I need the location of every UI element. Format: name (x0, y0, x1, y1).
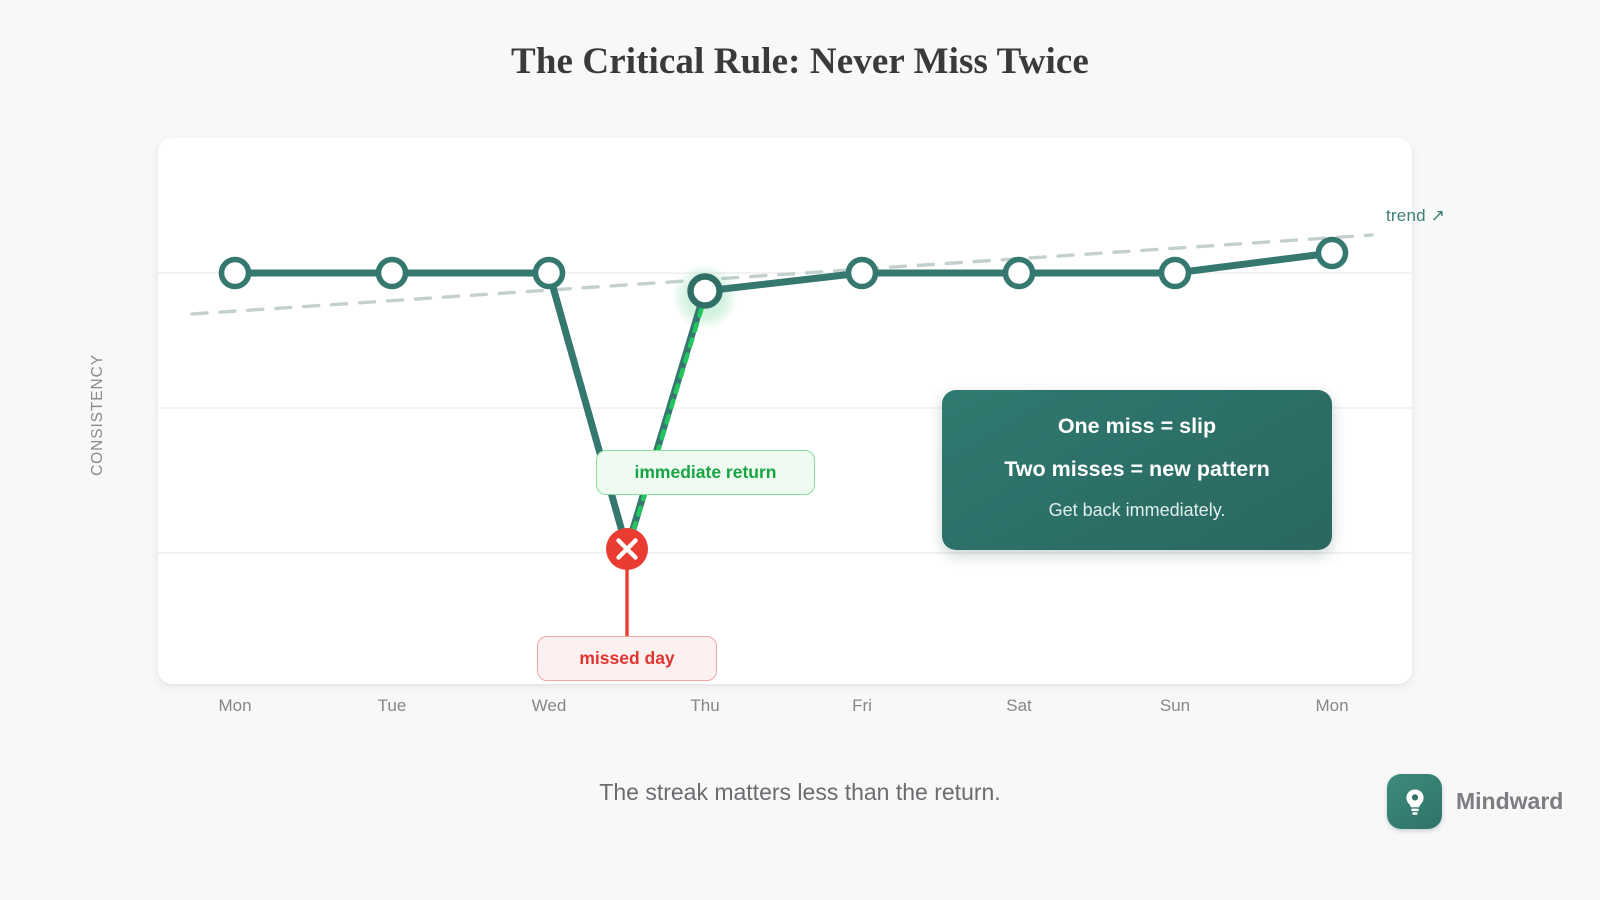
trend-label: trend ↗ (1386, 206, 1446, 225)
brand-lockup: Mindward (1387, 774, 1563, 829)
lightbulb-icon (1387, 774, 1442, 829)
missed-day-pill: missed day (537, 636, 717, 681)
callout-subtext: Get back immediately. (1048, 500, 1226, 521)
x-label-wed: Wed (531, 696, 567, 715)
x-label-sun: Sun (1159, 696, 1191, 715)
x-label-thu: Thu (690, 696, 720, 715)
callout-line-1: One miss = slip (1057, 413, 1217, 438)
y-axis-title: CONSISTENCY (78, 330, 118, 500)
page-title: The Critical Rule: Never Miss Twice (511, 41, 1089, 82)
immediate-return-pill: immediate return (596, 450, 815, 495)
x-label-sat: Sat (1006, 696, 1032, 715)
brand-name: Mindward (1456, 788, 1564, 814)
footer-caption: The streak matters less than the return. (599, 779, 1001, 805)
y-axis-title-text: CONSISTENCY (89, 354, 107, 476)
callout-line-2: Two misses = new pattern (1004, 456, 1270, 481)
x-label-mon-2: Mon (1315, 696, 1349, 715)
x-axis-labels: Mon Tue Wed Thu Fri Sat Sun Mon (0, 696, 1600, 722)
x-label-tue: Tue (377, 696, 407, 715)
x-label-fri: Fri (852, 696, 872, 715)
x-label-mon-1: Mon (218, 696, 252, 715)
callout-box: One miss = slip Two misses = new pattern… (942, 390, 1332, 550)
